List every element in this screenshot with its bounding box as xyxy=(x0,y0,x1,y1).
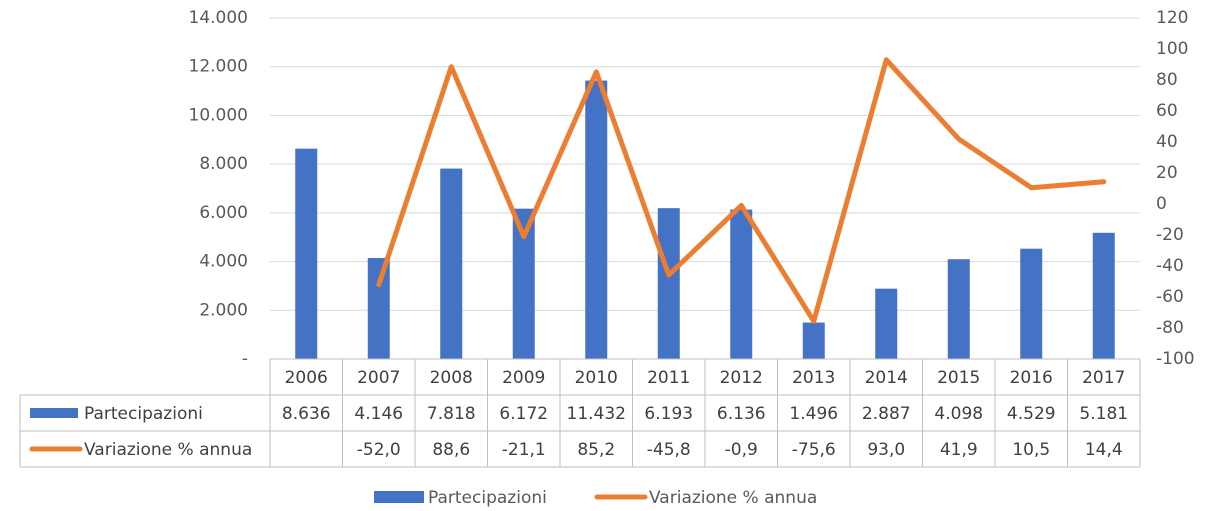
legend-label-variazione: Variazione % annua xyxy=(649,488,817,508)
data-label-partecipazioni: 8.636 xyxy=(282,404,331,424)
data-label-partecipazioni: 1.496 xyxy=(789,404,838,424)
data-label-variazione: -45,8 xyxy=(647,440,691,460)
bar-2010 xyxy=(585,80,608,360)
left-tick-label: - xyxy=(242,349,248,369)
category-label: 2016 xyxy=(1010,368,1053,388)
data-label-partecipazioni: 4.146 xyxy=(354,404,403,424)
right-tick-label: 60 xyxy=(1156,101,1178,121)
category-label: 2012 xyxy=(720,368,763,388)
right-tick-label: -60 xyxy=(1156,287,1184,307)
gridlines xyxy=(270,17,1140,311)
left-tick-label: 14.000 xyxy=(189,8,248,28)
right-tick-label: -100 xyxy=(1156,349,1195,369)
right-tick-label: 20 xyxy=(1156,163,1178,183)
data-label-variazione: 93,0 xyxy=(867,440,905,460)
data-label-partecipazioni: 7.818 xyxy=(427,404,476,424)
bar-2013 xyxy=(802,322,825,359)
row-label-variazione: Variazione % annua xyxy=(84,440,252,460)
table-key-partecipazioni xyxy=(30,408,78,418)
category-label: 2013 xyxy=(792,368,835,388)
bar-2009 xyxy=(512,208,535,359)
bar-2015 xyxy=(947,259,970,359)
left-axis: - 2.000 4.000 6.000 8.000 10.000 12.000 14.000 xyxy=(189,8,248,369)
bar-2012 xyxy=(730,209,753,359)
left-tick-label: 12.000 xyxy=(189,57,248,77)
bar-2011 xyxy=(657,208,680,359)
data-label-variazione: -0,9 xyxy=(725,440,758,460)
data-label-variazione: -75,6 xyxy=(792,440,836,460)
right-tick-label: -20 xyxy=(1156,225,1184,245)
line-series xyxy=(376,57,1107,324)
line-variazione xyxy=(376,57,1107,324)
left-tick-label: 4.000 xyxy=(199,252,248,272)
right-tick-label: 120 xyxy=(1156,8,1188,28)
data-table: 2006 2007 2008 2009 2010 2011 2012 2013 2014 2015… xyxy=(19,358,1141,468)
left-tick-label: 2.000 xyxy=(199,300,248,320)
left-tick-label: 10.000 xyxy=(189,105,248,125)
bar-2006 xyxy=(295,148,318,359)
right-tick-label: 0 xyxy=(1156,194,1167,214)
category-label: 2015 xyxy=(937,368,980,388)
data-label-variazione: 41,9 xyxy=(940,440,978,460)
data-label-partecipazioni: 2.887 xyxy=(862,404,911,424)
data-label-variazione: 10,5 xyxy=(1012,440,1050,460)
left-tick-label: 6.000 xyxy=(199,203,248,223)
data-label-partecipazioni: 4.529 xyxy=(1007,404,1056,424)
bar-2016 xyxy=(1020,248,1043,359)
category-label: 2011 xyxy=(647,368,690,388)
right-tick-label: 40 xyxy=(1156,132,1178,152)
data-label-variazione: 14,4 xyxy=(1085,440,1123,460)
data-label-partecipazioni: 6.136 xyxy=(717,404,766,424)
legend-key-partecipazioni xyxy=(374,491,424,503)
category-label: 2006 xyxy=(285,368,328,388)
data-label-partecipazioni: 11.432 xyxy=(567,404,626,424)
right-tick-label: 100 xyxy=(1156,39,1188,59)
category-label: 2008 xyxy=(430,368,473,388)
bar-2017 xyxy=(1092,232,1115,359)
data-label-variazione: -21,1 xyxy=(502,440,546,460)
legend: Partecipazioni Variazione % annua xyxy=(374,488,817,508)
data-label-variazione: 88,6 xyxy=(432,440,470,460)
data-label-partecipazioni: 6.193 xyxy=(644,404,693,424)
data-label-partecipazioni: 4.098 xyxy=(934,404,983,424)
category-label: 2017 xyxy=(1082,368,1125,388)
bar-2014 xyxy=(875,288,898,359)
left-tick-label: 8.000 xyxy=(199,154,248,174)
bar-2007 xyxy=(367,258,390,359)
right-tick-label: 80 xyxy=(1156,70,1178,90)
data-label-partecipazioni: 6.172 xyxy=(499,404,548,424)
category-label: 2007 xyxy=(357,368,400,388)
data-label-variazione: -52,0 xyxy=(357,440,401,460)
right-tick-label: -80 xyxy=(1156,318,1184,338)
bars xyxy=(295,80,1115,360)
legend-label-partecipazioni: Partecipazioni xyxy=(428,488,547,508)
row-label-partecipazioni: Partecipazioni xyxy=(84,404,203,424)
data-label-variazione: 85,2 xyxy=(577,440,615,460)
category-label: 2014 xyxy=(865,368,908,388)
category-label: 2010 xyxy=(575,368,618,388)
right-tick-label: -40 xyxy=(1156,256,1184,276)
category-label: 2009 xyxy=(502,368,545,388)
bar-2008 xyxy=(440,168,463,359)
right-axis: -100 -80 -60 -40 -20 0 20 40 60 80 100 120 xyxy=(1156,8,1195,369)
data-label-partecipazioni: 5.181 xyxy=(1079,404,1128,424)
